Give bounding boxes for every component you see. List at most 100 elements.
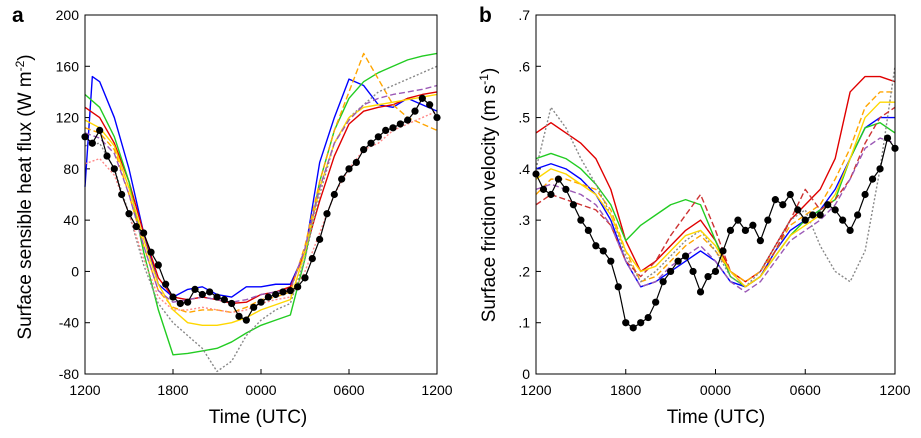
y-tick-label: .1 bbox=[518, 315, 530, 331]
observation-point bbox=[220, 296, 228, 304]
observation-point bbox=[118, 190, 126, 199]
observation-point bbox=[614, 283, 622, 291]
observation-point bbox=[323, 210, 331, 218]
observation-point bbox=[861, 190, 869, 199]
observation-point bbox=[637, 319, 645, 327]
model-series-line-1 bbox=[84, 75, 438, 298]
observation-point bbox=[831, 206, 839, 214]
panel-a-x-axis-title: Time (UTC) bbox=[209, 407, 308, 428]
observation-point bbox=[184, 298, 192, 306]
y-tick-label: .3 bbox=[518, 212, 530, 228]
observation-point bbox=[213, 293, 221, 301]
x-tick-label: 1200 bbox=[520, 382, 551, 398]
observation-point bbox=[279, 288, 287, 296]
observation-point bbox=[360, 146, 368, 154]
observation-point bbox=[577, 216, 585, 224]
model-series-line-5 bbox=[84, 65, 438, 373]
x-tick-label: 0000 bbox=[245, 382, 276, 398]
observation-point bbox=[147, 248, 155, 256]
observation-point bbox=[652, 298, 660, 306]
y-tick-label: .6 bbox=[518, 58, 530, 74]
observation-point bbox=[599, 247, 607, 255]
observation-point bbox=[554, 175, 563, 183]
observation-point bbox=[426, 101, 434, 109]
observation-point bbox=[592, 242, 600, 250]
observation-point bbox=[301, 274, 309, 282]
model-series-line-4 bbox=[84, 52, 438, 314]
observation-point bbox=[418, 94, 426, 102]
x-tick-label: 0000 bbox=[700, 382, 731, 398]
observation-point bbox=[228, 299, 236, 308]
x-tick-label: 1800 bbox=[157, 382, 188, 398]
observation-point bbox=[883, 134, 892, 142]
observation-point bbox=[176, 299, 184, 308]
model-series-line-8 bbox=[535, 137, 896, 293]
y-tick-label: -40 bbox=[59, 315, 79, 331]
panel-b-plot-frame bbox=[535, 14, 896, 375]
observation-point bbox=[824, 201, 832, 209]
panel-b-y-axis-title: Surface friction velocity (m s-1) bbox=[477, 68, 500, 323]
observation-point bbox=[764, 216, 772, 224]
model-series-line-7 bbox=[84, 93, 438, 326]
observation-point bbox=[250, 303, 258, 311]
x-tick-label: 1200 bbox=[879, 382, 910, 398]
panel-a-plot-frame bbox=[84, 14, 438, 375]
observation-point bbox=[110, 165, 118, 173]
observation-point bbox=[169, 293, 177, 301]
model-series-line-6 bbox=[535, 106, 896, 288]
observation-point bbox=[191, 285, 199, 293]
y-tick-label: .5 bbox=[518, 110, 530, 126]
observation-point bbox=[389, 124, 397, 132]
y-tick-label: 0 bbox=[522, 366, 530, 382]
observation-point bbox=[868, 175, 877, 183]
model-series-line-2 bbox=[84, 91, 438, 305]
panel-a-chart: a Surface sensible heat flux (W m-2) Tim… bbox=[12, 4, 453, 428]
observation-point bbox=[345, 165, 353, 173]
observation-point bbox=[681, 252, 690, 260]
observation-point bbox=[162, 280, 170, 288]
observation-point bbox=[411, 107, 419, 115]
panel-a-series bbox=[81, 52, 441, 373]
panel-b-chart: b Surface friction velocity (m s-1) Time… bbox=[477, 4, 911, 428]
y-tick-label: .4 bbox=[518, 161, 530, 177]
observation-point bbox=[294, 283, 302, 291]
observation-point bbox=[749, 221, 757, 229]
observation-point bbox=[242, 316, 250, 324]
observation-point bbox=[839, 216, 847, 224]
observation-point bbox=[125, 210, 133, 218]
observation-point bbox=[547, 190, 555, 199]
observation-point bbox=[607, 257, 615, 265]
observation-point bbox=[854, 211, 862, 219]
observation-point bbox=[741, 226, 750, 234]
observation-point bbox=[629, 324, 637, 332]
observation-point bbox=[88, 139, 96, 147]
model-series-line-4 bbox=[535, 91, 895, 283]
observation-point bbox=[382, 126, 390, 134]
observation-point bbox=[198, 290, 206, 299]
observation-point bbox=[644, 313, 652, 322]
panel-a-letter: a bbox=[12, 4, 24, 27]
x-tick-label: 1200 bbox=[421, 382, 452, 398]
observation-point bbox=[264, 293, 272, 301]
model-series-line-7 bbox=[535, 101, 895, 288]
observation-point bbox=[711, 267, 720, 276]
y-tick-label: 40 bbox=[63, 212, 79, 228]
observation-point bbox=[704, 272, 712, 281]
panel-a-y-axis-title: Surface sensible heat flux (W m-2) bbox=[13, 54, 36, 339]
observation-point bbox=[719, 247, 727, 255]
model-series-line-5 bbox=[535, 66, 896, 288]
observation-point bbox=[352, 158, 360, 167]
observation-point bbox=[667, 267, 675, 276]
observation-point bbox=[338, 175, 346, 183]
x-tick-label: 0600 bbox=[333, 382, 364, 398]
observation-point bbox=[206, 288, 214, 296]
observation-point bbox=[539, 185, 548, 193]
observation-point bbox=[96, 126, 104, 134]
observation-point bbox=[235, 312, 243, 320]
observation-point bbox=[771, 196, 779, 204]
observation-point bbox=[622, 319, 630, 327]
observation-point bbox=[132, 222, 140, 231]
y-tick-label: 0 bbox=[71, 263, 79, 279]
y-tick-label: 160 bbox=[56, 58, 80, 74]
